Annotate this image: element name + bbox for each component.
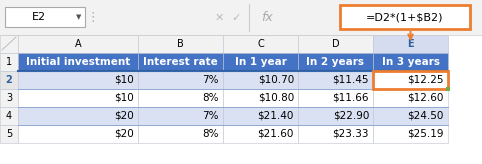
Bar xyxy=(138,125,223,143)
Text: $10: $10 xyxy=(114,93,134,103)
Bar xyxy=(18,107,138,125)
Text: 1: 1 xyxy=(6,57,12,67)
Bar xyxy=(0,71,18,89)
Text: $11.66: $11.66 xyxy=(333,93,369,103)
Text: $12.60: $12.60 xyxy=(408,93,444,103)
Text: 8%: 8% xyxy=(202,129,219,139)
Bar xyxy=(223,89,298,107)
Bar xyxy=(0,53,18,71)
Text: In 1 year: In 1 year xyxy=(235,57,286,67)
Text: $12.25: $12.25 xyxy=(407,75,444,85)
Text: 3: 3 xyxy=(6,93,12,103)
Text: $23.33: $23.33 xyxy=(333,129,369,139)
Text: fx: fx xyxy=(261,11,273,24)
Bar xyxy=(18,89,138,107)
Bar xyxy=(298,53,373,71)
Text: Initial investment: Initial investment xyxy=(26,57,130,67)
Text: $22.90: $22.90 xyxy=(333,111,369,121)
Bar xyxy=(5,7,85,27)
Bar xyxy=(373,89,448,107)
Bar xyxy=(0,89,18,107)
Text: A: A xyxy=(75,39,81,49)
Bar xyxy=(138,53,223,71)
Bar xyxy=(223,35,298,53)
Text: $10: $10 xyxy=(114,75,134,85)
Text: In 3 years: In 3 years xyxy=(381,57,440,67)
Bar xyxy=(18,53,138,71)
Bar xyxy=(298,71,373,89)
Text: In 2 years: In 2 years xyxy=(307,57,364,67)
Bar xyxy=(373,53,448,71)
Text: 5: 5 xyxy=(6,129,12,139)
Bar xyxy=(138,107,223,125)
Text: $20: $20 xyxy=(114,111,134,121)
Text: ✓: ✓ xyxy=(231,12,241,22)
Bar xyxy=(373,71,448,89)
Bar xyxy=(223,53,298,71)
Bar xyxy=(0,125,18,143)
Bar xyxy=(298,125,373,143)
Bar xyxy=(298,35,373,53)
Bar xyxy=(298,89,373,107)
Bar xyxy=(18,71,138,89)
Text: E: E xyxy=(407,39,414,49)
Text: $25.19: $25.19 xyxy=(407,129,444,139)
Bar xyxy=(18,35,138,53)
Bar xyxy=(223,125,298,143)
Bar xyxy=(298,107,373,125)
Text: 2: 2 xyxy=(6,75,13,85)
Bar xyxy=(373,71,448,89)
Text: $24.50: $24.50 xyxy=(408,111,444,121)
Text: $21.40: $21.40 xyxy=(257,111,294,121)
Bar xyxy=(340,5,470,29)
Bar xyxy=(0,0,482,35)
Text: $10.70: $10.70 xyxy=(258,75,294,85)
Bar xyxy=(446,87,450,91)
Text: =D2*(1+$B2): =D2*(1+$B2) xyxy=(366,12,444,22)
Text: 8%: 8% xyxy=(202,93,219,103)
Bar xyxy=(223,71,298,89)
Bar xyxy=(138,89,223,107)
Text: 4: 4 xyxy=(6,111,12,121)
Text: $21.60: $21.60 xyxy=(257,129,294,139)
Text: 7%: 7% xyxy=(202,111,219,121)
Bar xyxy=(0,107,18,125)
Text: $20: $20 xyxy=(114,129,134,139)
Bar xyxy=(0,35,18,53)
Bar xyxy=(373,107,448,125)
Text: C: C xyxy=(257,39,264,49)
Text: $10.80: $10.80 xyxy=(258,93,294,103)
Bar xyxy=(373,125,448,143)
Text: B: B xyxy=(177,39,184,49)
Text: Interest rate: Interest rate xyxy=(143,57,218,67)
Text: D: D xyxy=(332,39,339,49)
Bar xyxy=(223,107,298,125)
Text: 7%: 7% xyxy=(202,75,219,85)
Bar xyxy=(138,35,223,53)
Text: ✕: ✕ xyxy=(214,12,224,22)
Bar xyxy=(373,35,448,53)
Text: ▼: ▼ xyxy=(76,14,81,20)
Bar xyxy=(138,71,223,89)
Bar xyxy=(18,125,138,143)
Text: $11.45: $11.45 xyxy=(333,75,369,85)
Text: ⋮: ⋮ xyxy=(87,11,99,24)
Text: E2: E2 xyxy=(31,12,46,22)
